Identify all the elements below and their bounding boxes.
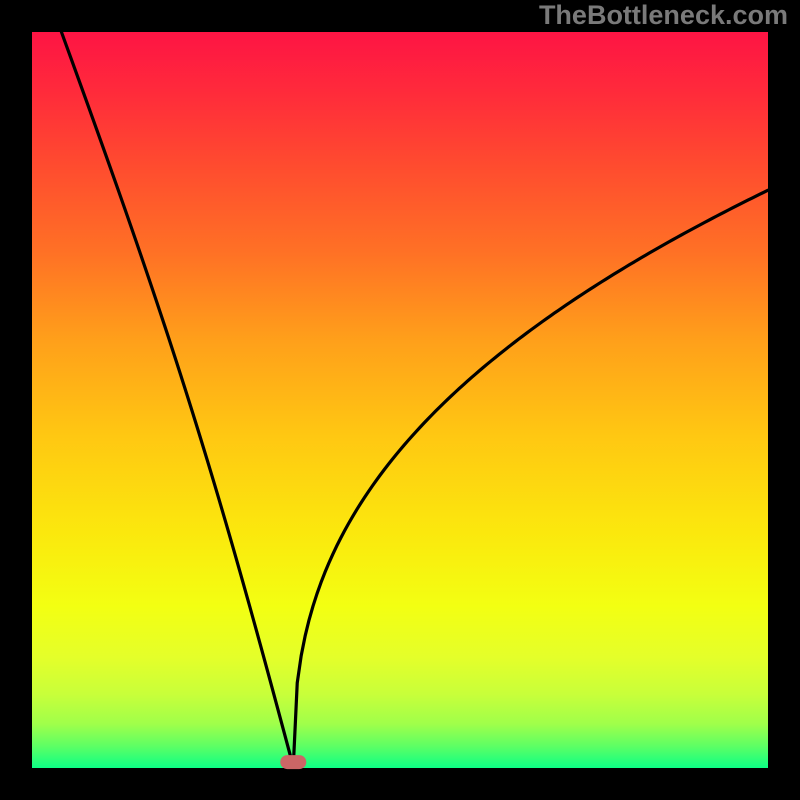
watermark-text: TheBottleneck.com xyxy=(539,0,788,31)
plot-background xyxy=(32,32,768,768)
optimum-marker xyxy=(280,755,306,769)
bottleneck-chart xyxy=(0,0,800,800)
chart-container: TheBottleneck.com xyxy=(0,0,800,800)
